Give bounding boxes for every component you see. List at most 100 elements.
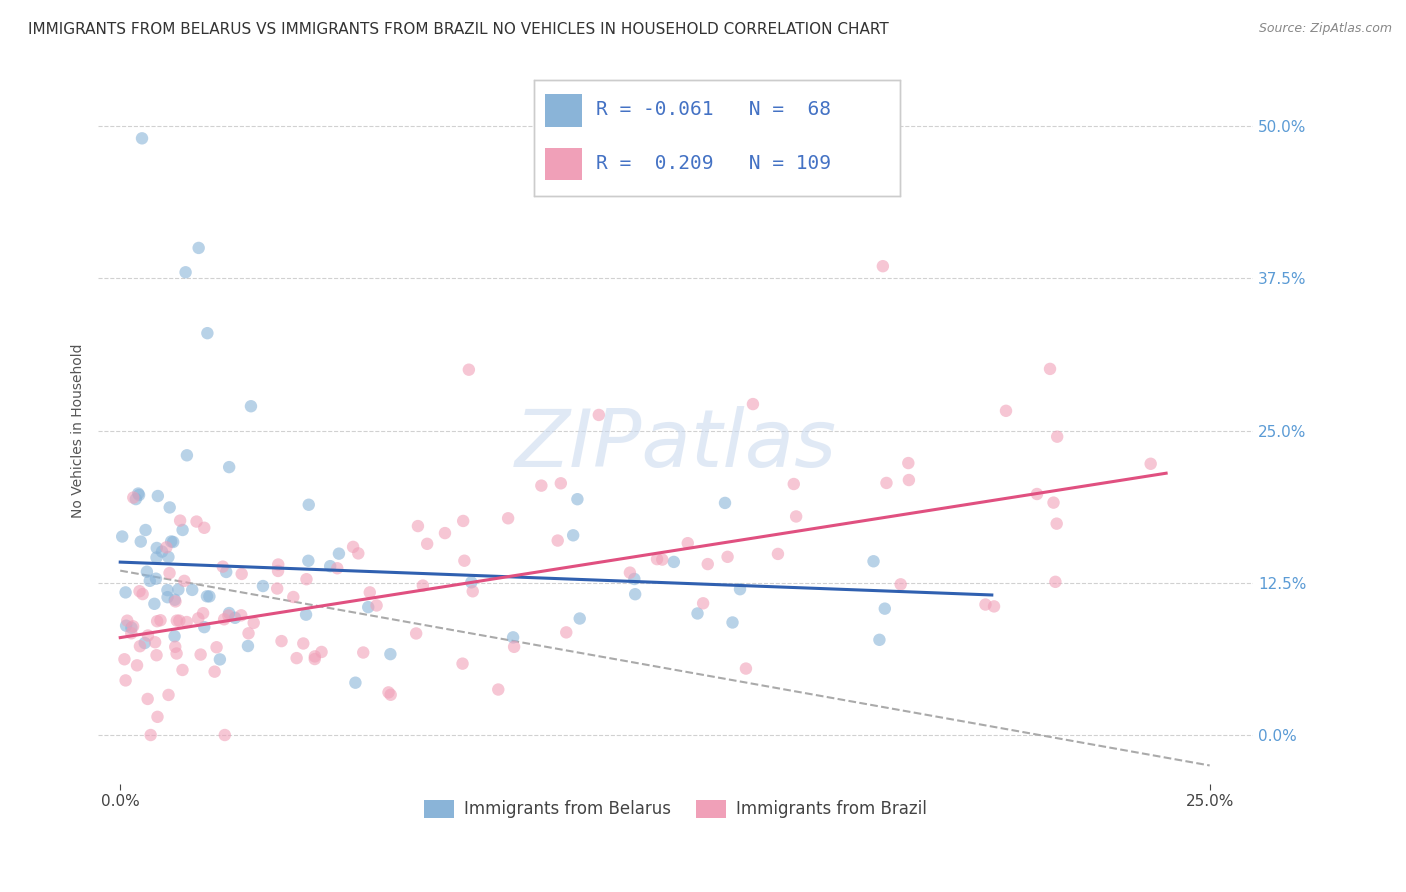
Point: [995, 404, 1018, 418]
Point: [502, 631, 524, 645]
Point: [215, 565, 238, 579]
Point: [139, 574, 162, 588]
Point: [530, 478, 553, 492]
FancyBboxPatch shape: [546, 147, 582, 180]
Point: [172, 663, 194, 677]
Point: [131, 587, 153, 601]
Point: [155, 541, 177, 555]
Point: [145, 550, 167, 565]
Point: [115, 618, 138, 632]
Point: [405, 626, 427, 640]
Point: [156, 583, 179, 598]
Point: [231, 608, 253, 623]
Point: [304, 649, 326, 664]
Point: [212, 612, 235, 626]
Point: [568, 611, 591, 625]
Point: [266, 582, 288, 596]
Point: [166, 614, 188, 628]
Point: [163, 592, 186, 607]
Point: [204, 665, 226, 679]
Point: [359, 585, 381, 599]
Point: [503, 640, 526, 654]
Point: [131, 131, 153, 145]
Point: [149, 613, 172, 627]
Point: [111, 529, 134, 543]
Point: [890, 577, 912, 591]
Point: [173, 574, 195, 588]
Point: [143, 635, 166, 649]
Point: [728, 582, 751, 597]
Point: [451, 657, 474, 671]
Point: [117, 614, 139, 628]
Point: [165, 594, 187, 608]
Point: [198, 590, 221, 604]
Point: [214, 728, 236, 742]
Point: [686, 607, 709, 621]
Y-axis label: No Vehicles in Household: No Vehicles in Household: [72, 343, 86, 518]
Point: [125, 492, 148, 507]
Point: [461, 584, 484, 599]
Point: [211, 559, 233, 574]
Point: [157, 549, 180, 564]
Point: [135, 523, 157, 537]
Point: [662, 555, 685, 569]
Point: [205, 640, 228, 655]
Point: [285, 651, 308, 665]
Point: [122, 619, 145, 633]
Point: [298, 498, 321, 512]
Point: [172, 523, 194, 537]
Point: [451, 514, 474, 528]
Point: [344, 675, 367, 690]
Point: [218, 460, 240, 475]
Point: [328, 547, 350, 561]
Point: [457, 362, 479, 376]
Point: [897, 473, 920, 487]
Point: [187, 611, 209, 625]
Point: [139, 728, 162, 742]
Point: [181, 582, 204, 597]
Point: [295, 607, 318, 622]
Point: [983, 599, 1005, 614]
Point: [176, 615, 198, 629]
Point: [146, 489, 169, 503]
Point: [1039, 362, 1062, 376]
Point: [352, 646, 374, 660]
Point: [283, 590, 305, 604]
Point: [377, 685, 399, 699]
Point: [193, 620, 215, 634]
Point: [547, 533, 569, 548]
Point: [567, 492, 589, 507]
Point: [342, 540, 364, 554]
Point: [242, 615, 264, 630]
Point: [157, 688, 180, 702]
Point: [714, 496, 737, 510]
Point: [128, 584, 150, 599]
Point: [239, 399, 262, 413]
Point: [145, 648, 167, 663]
Point: [619, 566, 641, 580]
Point: [873, 601, 896, 615]
Point: [267, 558, 290, 572]
Point: [120, 626, 142, 640]
Point: [406, 519, 429, 533]
Point: [166, 647, 188, 661]
Text: ZIPatlas: ZIPatlas: [515, 406, 837, 483]
Point: [191, 606, 214, 620]
Point: [136, 692, 159, 706]
Point: [347, 546, 370, 560]
Point: [135, 565, 157, 579]
Point: [159, 566, 181, 580]
Point: [174, 265, 197, 279]
Point: [156, 590, 179, 604]
Point: [169, 514, 191, 528]
Point: [169, 614, 191, 628]
Point: [160, 534, 183, 549]
Point: [267, 564, 290, 578]
Point: [623, 572, 645, 586]
FancyBboxPatch shape: [546, 95, 582, 127]
Point: [292, 636, 315, 650]
Point: [187, 241, 209, 255]
Point: [145, 541, 167, 555]
Point: [186, 515, 208, 529]
Point: [224, 611, 246, 625]
